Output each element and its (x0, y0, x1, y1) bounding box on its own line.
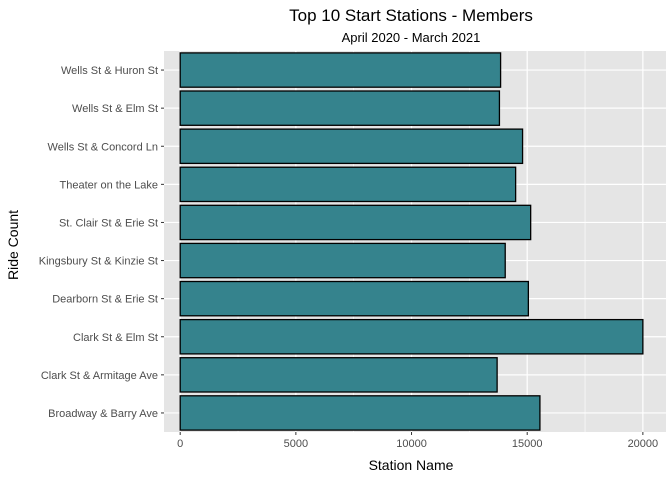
x-axis-title: Station Name (369, 457, 454, 473)
x-tick-label: 15000 (512, 438, 543, 450)
x-tick-label: 20000 (628, 438, 659, 450)
bars (179, 52, 644, 431)
x-tick-label: 10000 (396, 438, 427, 450)
bar (179, 90, 501, 126)
x-tick-label: 0 (177, 438, 183, 450)
y-tick-label: St. Clair St & Erie St (59, 217, 158, 229)
y-tick-label: Wells St & Huron St (61, 65, 158, 77)
y-tick-label: Wells St & Concord Ln (48, 141, 158, 153)
bar (179, 166, 517, 203)
y-tick-label: Theater on the Lake (60, 179, 158, 191)
chart-subtitle: April 2020 - March 2021 (342, 30, 481, 45)
y-axis-title: Ride Count (5, 210, 21, 280)
x-tick-label: 5000 (284, 438, 308, 450)
bar (179, 52, 502, 88)
y-tick-label: Kingsbury St & Kinzie St (39, 256, 158, 268)
y-tick-label: Broadway & Barry Ave (48, 408, 158, 420)
bar (179, 318, 644, 355)
y-tick-label: Clark St & Elm St (73, 332, 158, 344)
bar (179, 395, 541, 431)
y-tick-label: Dearborn St & Erie St (52, 294, 158, 306)
bar (179, 128, 524, 165)
y-tick-label: Clark St & Armitage Ave (41, 370, 158, 382)
y-axis-ticks: Wells St & Huron St Wells St & Elm St Well… (39, 65, 164, 420)
x-axis-ticks: 0 5000 10000 15000 20000 (177, 432, 658, 450)
y-tick-label: Wells St & Elm St (72, 103, 158, 115)
bar (179, 357, 498, 393)
bar (179, 280, 530, 317)
bar (179, 204, 532, 241)
chart-title: Top 10 Start Stations - Members (289, 6, 533, 25)
bar (179, 242, 506, 279)
